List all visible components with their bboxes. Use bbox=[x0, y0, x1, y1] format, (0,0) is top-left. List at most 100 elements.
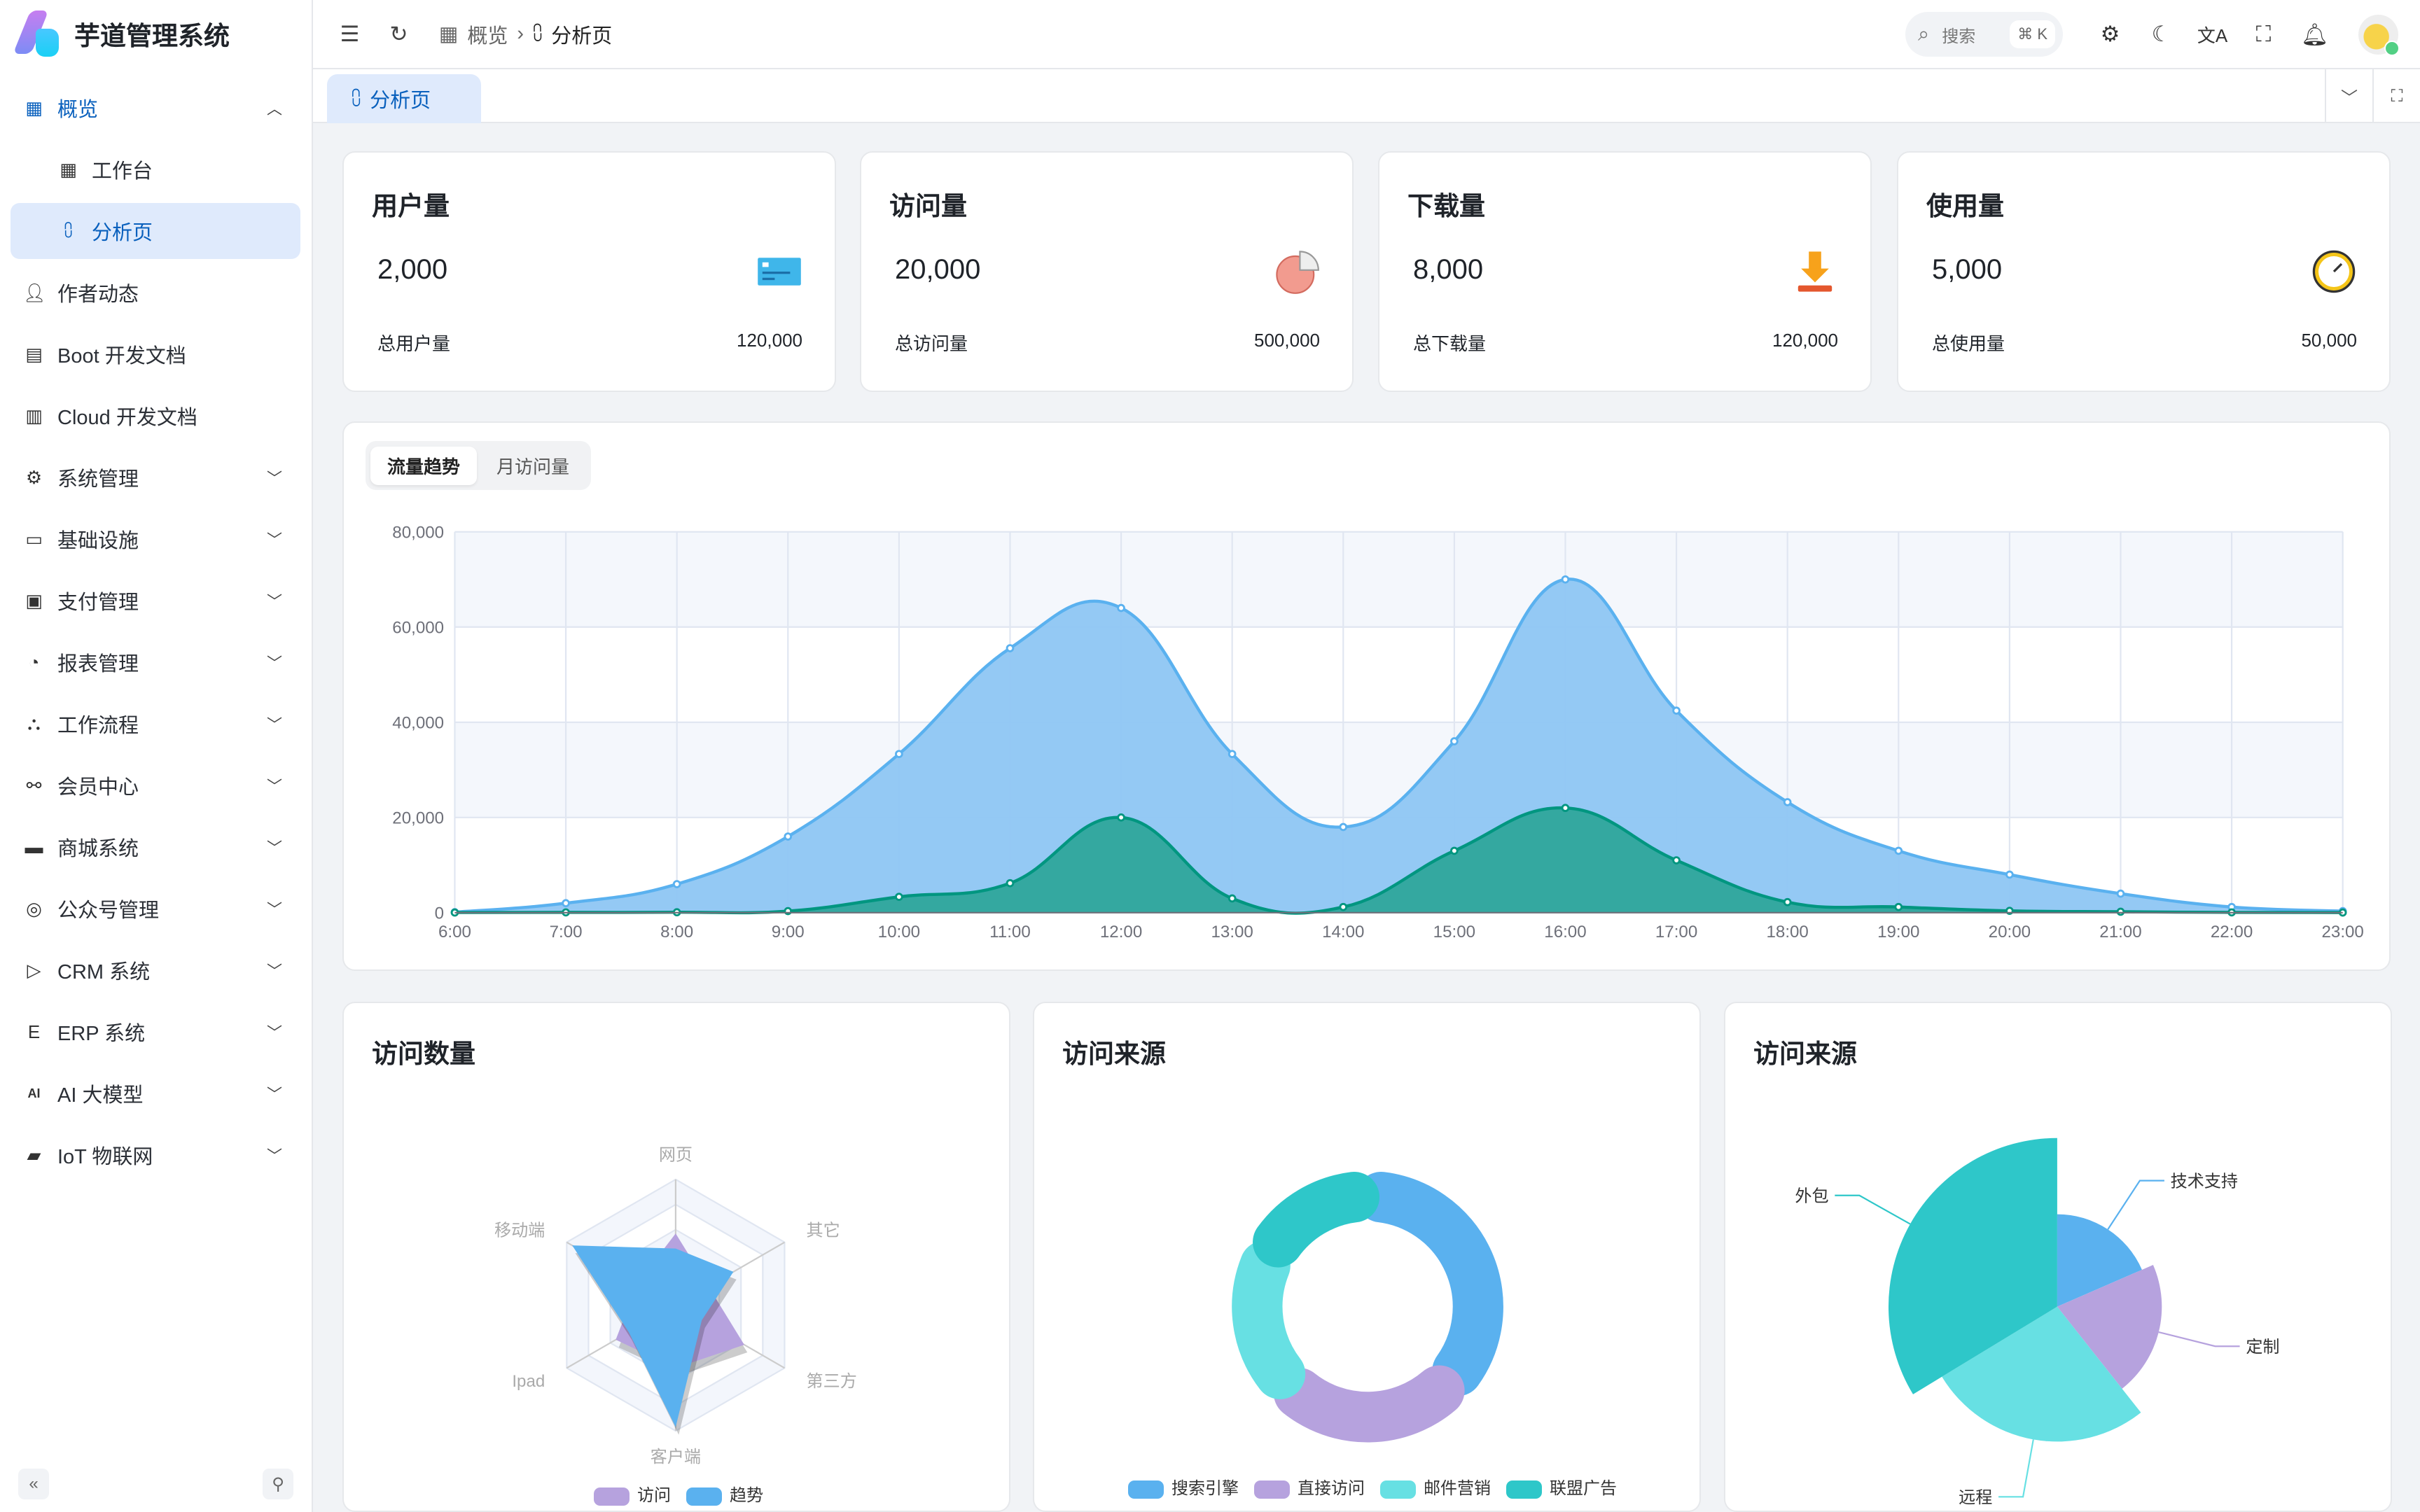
tab-analysis[interactable]: ⩇ 分析页 bbox=[327, 74, 481, 123]
rose-slice bbox=[1942, 1306, 2141, 1442]
sidebar-item[interactable]: ◎ 公众号管理 ﹀ bbox=[0, 878, 313, 939]
label-line bbox=[1835, 1194, 1911, 1225]
x-tick-label: 6:00 bbox=[438, 923, 471, 941]
sidebar-item[interactable]: ▭ 基础设施 ﹀ bbox=[0, 508, 313, 570]
sidebar-item[interactable]: 👤︎ 作者动态 bbox=[0, 262, 313, 323]
logo[interactable]: 芋道管理系统 bbox=[13, 10, 230, 57]
stat-value: 8,000 bbox=[1413, 254, 1484, 285]
breadcrumb-item[interactable]: 概览 bbox=[467, 24, 508, 48]
data-point bbox=[784, 832, 793, 841]
rose-slice bbox=[2057, 1214, 2142, 1307]
sidebar-item[interactable]: ⚯ 会员中心 ﹀ bbox=[0, 755, 313, 816]
sidebar-item[interactable]: ▷ CRM 系统 ﹀ bbox=[0, 939, 313, 1001]
sidebar-item-label: 商城系统 bbox=[57, 838, 139, 860]
fullscreen-icon[interactable]: ⛶ bbox=[2255, 21, 2272, 46]
sidebar-item[interactable]: ▦ 概览 ︿ bbox=[0, 77, 313, 139]
gear-icon: ⚙ bbox=[25, 466, 43, 488]
stat-card: 用户量 2,000 总用户量 120,000 bbox=[342, 151, 836, 392]
data-point bbox=[1450, 846, 1459, 855]
sidebar-item[interactable]: E ERP 系统 ﹀ bbox=[0, 1001, 313, 1063]
sidebar-item[interactable]: ▦ 工作台 bbox=[0, 139, 313, 200]
data-point bbox=[1450, 737, 1459, 746]
sidebar-item[interactable]: ⚙ 系统管理 ﹀ bbox=[0, 447, 313, 508]
collapse-sidebar-button[interactable]: « bbox=[18, 1469, 49, 1499]
card-title: 访问来源 bbox=[1062, 1040, 1166, 1068]
radar-indicator-label: 移动端 bbox=[494, 1221, 545, 1240]
sidebar-item[interactable]: ⛬ 工作流程 ﹀ bbox=[0, 693, 313, 755]
donut-slice bbox=[1356, 1172, 1503, 1396]
menu-toggle-icon[interactable]: ☰ bbox=[340, 21, 360, 46]
radar-indicator-label: 第三方 bbox=[807, 1372, 857, 1391]
sidebar-item[interactable]: ▤ Boot 开发文档 bbox=[0, 323, 313, 385]
radar-series-1 bbox=[572, 1245, 734, 1427]
header: ☰ ↻ ▦ 概览 › ⩇ 分析页 ⌕ 搜索 ⌘ K ⚙ ☾ 文A ⛶ 🔔︎ bbox=[313, 0, 2420, 69]
sidebar-item-label: Cloud 开发文档 bbox=[57, 407, 197, 429]
chevron-down-icon: ﹀ bbox=[266, 716, 282, 734]
y-tick-label: 40,000 bbox=[392, 714, 444, 733]
x-tick-label: 7:00 bbox=[550, 923, 583, 941]
stat-card: 下载量 8,000 总下载量 120,000 bbox=[1378, 151, 1872, 392]
sidebar-item-label: 基础设施 bbox=[57, 530, 139, 552]
sidebar-item[interactable]: ▰ IoT 物联网 ﹀ bbox=[0, 1124, 313, 1186]
chevron-down-icon: ﹀ bbox=[266, 531, 282, 549]
legend-item[interactable]: 搜索引擎 bbox=[1128, 1474, 1239, 1499]
data-point bbox=[1561, 804, 1570, 813]
stat-total-label: 总用户量 bbox=[377, 333, 451, 354]
data-point bbox=[1783, 897, 1792, 906]
moon-icon[interactable]: ☾ bbox=[2151, 22, 2171, 46]
data-point bbox=[1339, 902, 1348, 911]
sidebar-item[interactable]: AI AI 大模型 ﹀ bbox=[0, 1063, 313, 1124]
data-point bbox=[1561, 575, 1570, 584]
data-point bbox=[672, 880, 681, 888]
legend-item[interactable]: 直接访问 bbox=[1254, 1474, 1365, 1499]
avatar[interactable] bbox=[2358, 14, 2400, 56]
grid-band bbox=[454, 531, 2343, 627]
x-tick-label: 19:00 bbox=[1877, 923, 1919, 941]
x-tick-label: 20:00 bbox=[1989, 923, 2031, 941]
chevron-up-icon: ︿ bbox=[266, 100, 282, 118]
sidebar-item[interactable]: ⩇ 分析页 bbox=[0, 200, 313, 262]
gear-icon[interactable]: ⚙ bbox=[2100, 22, 2120, 46]
search-shortcut: ⌘ K bbox=[2010, 20, 2055, 48]
tab-bar: ⩇ 分析页 ﹀ ⛶ bbox=[313, 69, 2420, 123]
donut-chart bbox=[1232, 1172, 1503, 1443]
sidebar-menu: ▦ 概览 ︿ ▦ 工作台 ⩇ 分析页 👤︎ 作者动态 ▤ Boot 开发文档 ▥ Cloud 开发文档 ⚙… bbox=[0, 77, 313, 1186]
radar-indicator-label: 客户端 bbox=[651, 1448, 701, 1466]
data-point bbox=[1672, 706, 1681, 715]
grid-band bbox=[454, 626, 2343, 722]
legend-item[interactable]: 联盟广告 bbox=[1506, 1474, 1617, 1499]
translate-icon[interactable]: 文A bbox=[2197, 24, 2228, 46]
stat-value: 5,000 bbox=[1932, 254, 2003, 285]
tab-monthly-visits[interactable]: 月访问量 bbox=[496, 456, 570, 477]
maximize-icon[interactable]: ⛶ bbox=[2372, 69, 2420, 123]
chevron-down-icon[interactable]: ﹀ bbox=[2325, 69, 2372, 123]
legend-item[interactable]: 邮件营销 bbox=[1380, 1474, 1491, 1499]
chevron-right-icon: › bbox=[517, 22, 524, 45]
pin-icon[interactable]: ⚲ bbox=[263, 1469, 293, 1499]
sidebar-item[interactable]: ▥ Cloud 开发文档 bbox=[0, 385, 313, 447]
rose-slice-label: 技术支持 bbox=[2171, 1172, 2238, 1191]
sidebar-item[interactable]: ▬ 商城系统 ﹀ bbox=[0, 816, 313, 878]
stat-total-label: 总下载量 bbox=[1413, 333, 1487, 354]
payment-icon: ▣ bbox=[25, 589, 43, 611]
rose-slice-label: 定制 bbox=[2246, 1338, 2279, 1357]
x-tick-label: 9:00 bbox=[772, 923, 805, 941]
refresh-icon[interactable]: ↻ bbox=[389, 21, 408, 46]
radar-indicator-label: Ipad bbox=[512, 1372, 545, 1391]
data-point bbox=[1228, 750, 1237, 758]
traffic-trend-card: 流量趋势 月访问量 0 20,000 40,000 60,000 80,000 6:00 7… bbox=[342, 421, 2391, 971]
sidebar-item[interactable]: ◔ 报表管理 ﹀ bbox=[0, 631, 313, 693]
legend-item[interactable]: 访问 bbox=[594, 1481, 671, 1506]
sidebar-item-label: IoT 物联网 bbox=[57, 1146, 153, 1168]
legend-item[interactable]: 趋势 bbox=[686, 1481, 763, 1506]
visit-source-rose-card: 访问来源 技术支持 定制 远程 外包 bbox=[1724, 1002, 2392, 1512]
sidebar-item[interactable]: ▣ 支付管理 ﹀ bbox=[0, 570, 313, 631]
tab-label: 分析页 bbox=[370, 90, 431, 112]
search-button[interactable]: ⌕ 搜索 ⌘ K bbox=[1905, 12, 2063, 57]
bell-icon[interactable]: 🔔︎ bbox=[2300, 22, 2329, 47]
sidebar: 芋道管理系统 ▦ 概览 ︿ ▦ 工作台 ⩇ 分析页 👤︎ 作者动态 ▤ Boot 开发文档 ▥ Clou… bbox=[0, 0, 313, 1512]
label-line bbox=[1998, 1439, 2034, 1498]
chevron-down-icon: ﹀ bbox=[266, 654, 282, 672]
tab-traffic-trend[interactable]: 流量趋势 bbox=[370, 446, 478, 485]
